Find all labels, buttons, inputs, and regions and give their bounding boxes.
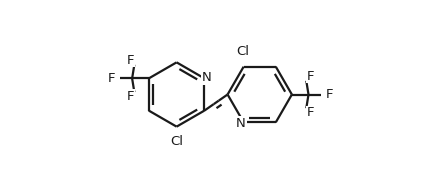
Text: F: F <box>126 54 134 67</box>
Text: F: F <box>126 90 134 103</box>
Text: F: F <box>307 106 314 119</box>
Text: Cl: Cl <box>170 135 183 148</box>
Text: Cl: Cl <box>236 45 249 58</box>
Text: F: F <box>107 72 115 85</box>
Text: F: F <box>307 70 314 83</box>
Text: N: N <box>236 117 246 130</box>
Text: F: F <box>326 88 333 101</box>
Text: N: N <box>202 71 212 84</box>
